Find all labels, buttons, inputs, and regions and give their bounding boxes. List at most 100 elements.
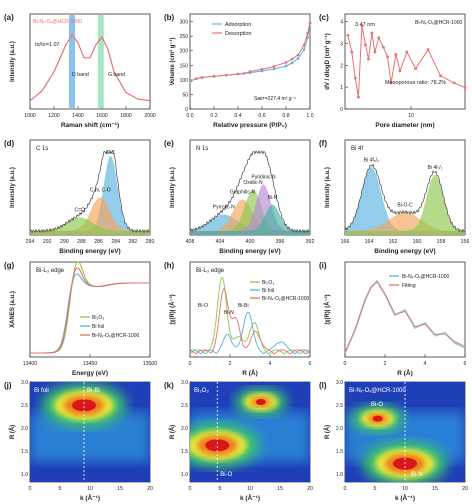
- peak-label: Bi 4f₇/₂: [427, 165, 442, 171]
- plot-frame: [29, 261, 151, 358]
- isotherm-point: [296, 57, 300, 60]
- x-tick-label: 15: [432, 486, 438, 492]
- peak-label: Pyridinic-N: [251, 175, 276, 181]
- peak-label: Pyrrolic-N: [213, 205, 235, 211]
- pore-point: [346, 33, 350, 37]
- x-tick-label: 6: [464, 361, 467, 367]
- panel-title: N 1s: [196, 146, 208, 152]
- x-tick-label: 0: [29, 486, 32, 492]
- pore-point: [367, 57, 370, 61]
- panel-title: Bi-L₃ edge: [36, 268, 65, 274]
- g-band-label: G band: [108, 72, 125, 78]
- x-tick-label: 13400: [23, 361, 38, 367]
- isotherm-point: [212, 75, 216, 78]
- x-tick-label: 2: [384, 361, 387, 367]
- x-axis-label: Pore diameter (nm): [375, 122, 434, 129]
- isotherm-point: [248, 70, 252, 73]
- plot-frame: [189, 261, 311, 358]
- legend-label: Desorption: [225, 31, 252, 37]
- xanes-line: [30, 267, 150, 354]
- panel-title: Bi-L₃ edge: [196, 268, 225, 274]
- fit-plot: Bi-Nₓ-Oₓ@HCR-1000 Fitting: [344, 274, 466, 354]
- isotherm-point: [224, 73, 228, 77]
- panel-e: (e) Binding energy (eV) Intensity (a.u.) 40…: [164, 139, 314, 255]
- isotherm-point: [200, 76, 204, 79]
- x-tick-label: 290: [60, 239, 69, 245]
- x-tick-label: 5: [59, 486, 62, 492]
- x-axis-label: R (Å): [242, 368, 258, 377]
- xps-component: [345, 174, 465, 235]
- isotherm-point: [272, 65, 276, 68]
- y-axis-label: XANES (a.u.): [10, 291, 16, 328]
- xps-component: [30, 156, 150, 235]
- pore-point: [364, 43, 367, 47]
- isotherm-point: [308, 21, 312, 25]
- x-tick-label: 404: [216, 239, 225, 245]
- x-axis-label: Binding energy (eV): [59, 248, 120, 255]
- isotherm-point: [290, 61, 294, 65]
- x-tick-label: 160: [413, 239, 422, 245]
- legend-label: Bi foil: [262, 288, 274, 294]
- x-tick-label: 15: [117, 486, 123, 492]
- x-tick-label: 1.0: [306, 113, 313, 119]
- fit-line: [344, 281, 466, 353]
- panel-letter: (a): [4, 13, 14, 22]
- y-tick-label: 2.0: [336, 426, 343, 432]
- isotherm-point: [242, 72, 246, 75]
- plot-frame: [344, 261, 466, 358]
- pore-point: [426, 48, 430, 52]
- y-tick-label: 100: [180, 78, 189, 84]
- x-tick-label: 20: [307, 486, 313, 492]
- panel-letter: (g): [4, 261, 15, 270]
- y-tick-label: 1: [340, 85, 343, 91]
- x-tick-label: 158: [437, 239, 446, 245]
- peak-label: Bi 4f₅/₂: [364, 157, 379, 163]
- y-tick-label: 2.5: [336, 403, 343, 409]
- legend-label: Bi₂O₃: [92, 315, 104, 321]
- panel-h: (h) R (Å) |χ(R)| (Å⁻³) 0 2 4 6 Bi-L₃ edge: [164, 261, 312, 377]
- x-tick-label: 13500: [143, 361, 158, 367]
- y-tick-label: 1.0: [336, 472, 343, 478]
- y-tick-label: 1.5: [336, 449, 343, 455]
- panel-letter: (e): [164, 139, 174, 148]
- isotherm-point: [189, 79, 193, 83]
- isotherm-point: [194, 77, 198, 81]
- y-tick-label: 1.0: [181, 472, 188, 478]
- panel-letter: (f): [319, 139, 327, 148]
- x-tick-label: 2000: [144, 113, 156, 119]
- isotherm-point: [284, 64, 288, 68]
- isotherm-point: [236, 72, 240, 76]
- x-axis-label: Binding energy (eV): [374, 248, 435, 255]
- wavelet-plot: Bi₂O₃ Bi-O: [190, 382, 310, 482]
- xps-component: [30, 217, 150, 235]
- panel-letter: (l): [319, 381, 327, 390]
- y-tick-label: 1.0: [21, 472, 28, 478]
- heatmap-peak: [205, 439, 230, 452]
- heatmap: [345, 382, 465, 482]
- sample-label: Bi₂O₃: [194, 388, 209, 394]
- x-tick-label: 10: [408, 113, 414, 119]
- y-tick-label: 3.0: [21, 380, 28, 386]
- isotherm-point: [272, 67, 276, 71]
- x-axis-label: Binding energy (eV): [219, 248, 280, 255]
- y-tick-label: 2: [340, 63, 343, 69]
- feature-label: Bi-O: [371, 402, 383, 408]
- panel-a: (a) Raman shift (cm⁻¹) Intensity (a.u.) 100…: [4, 13, 156, 129]
- xps-envelope: [29, 149, 151, 234]
- y-axis-label: Volume (cm³ g⁻¹): [169, 37, 176, 85]
- xps-plot: Bi 4f₅/₂ Bi-O-C Bi 4f₇/₂: [344, 157, 466, 235]
- plot-frame: [344, 13, 466, 110]
- x-tick-label: 10: [247, 486, 253, 492]
- x-tick-label: 1400: [72, 113, 84, 119]
- y-tick-label: 2.5: [21, 403, 28, 409]
- legend-label: Bi-Nₓ-Oₓ@HCR-1000: [402, 274, 449, 280]
- pore-point: [360, 24, 364, 28]
- x-tick-label: 294: [26, 239, 35, 245]
- x-tick-label: 1600: [96, 113, 108, 119]
- pore-point: [414, 67, 418, 71]
- x-tick-label: 0.8: [282, 113, 289, 119]
- y-axis-label: Intensity (a.u.): [10, 41, 16, 82]
- y-axis-label: R (Å): [9, 425, 16, 439]
- y-axis-label: R (Å): [169, 425, 176, 439]
- isotherm-plot: Adsorption Desorption Sʙᴇᴛ=227.4 m² g⁻¹: [189, 21, 312, 102]
